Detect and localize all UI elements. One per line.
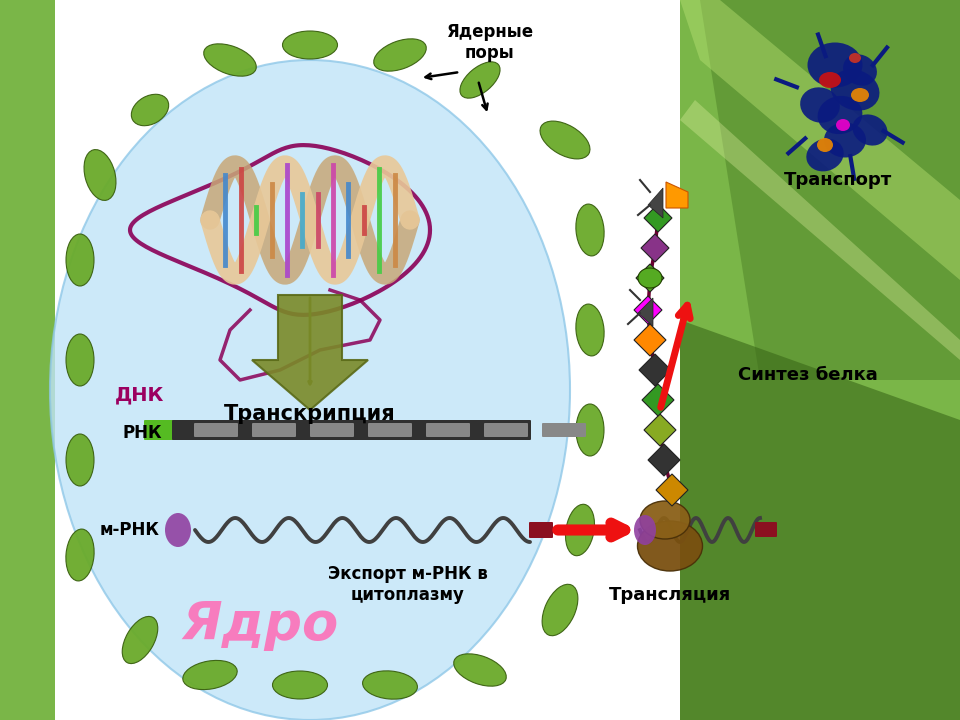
Ellipse shape bbox=[576, 204, 604, 256]
FancyBboxPatch shape bbox=[252, 423, 296, 437]
Ellipse shape bbox=[851, 88, 869, 102]
Ellipse shape bbox=[84, 150, 116, 200]
Polygon shape bbox=[644, 414, 676, 446]
Ellipse shape bbox=[806, 139, 844, 171]
Ellipse shape bbox=[454, 654, 506, 686]
Ellipse shape bbox=[204, 44, 256, 76]
Ellipse shape bbox=[807, 42, 862, 88]
Ellipse shape bbox=[638, 268, 662, 288]
Ellipse shape bbox=[819, 72, 841, 88]
Ellipse shape bbox=[460, 62, 500, 98]
FancyBboxPatch shape bbox=[368, 423, 412, 437]
FancyBboxPatch shape bbox=[484, 423, 528, 437]
Ellipse shape bbox=[542, 585, 578, 636]
Ellipse shape bbox=[66, 334, 94, 386]
Ellipse shape bbox=[818, 96, 862, 134]
FancyBboxPatch shape bbox=[529, 522, 553, 538]
Ellipse shape bbox=[637, 521, 703, 571]
Ellipse shape bbox=[843, 54, 876, 86]
Polygon shape bbox=[680, 100, 960, 360]
Polygon shape bbox=[648, 188, 663, 218]
Polygon shape bbox=[666, 182, 688, 208]
FancyBboxPatch shape bbox=[755, 522, 777, 537]
Polygon shape bbox=[634, 324, 666, 356]
Polygon shape bbox=[638, 298, 653, 326]
Text: Экспорт м-РНК в
цитоплазму: Экспорт м-РНК в цитоплазму bbox=[328, 565, 488, 604]
Polygon shape bbox=[639, 354, 671, 386]
Ellipse shape bbox=[640, 501, 690, 539]
Polygon shape bbox=[252, 295, 368, 410]
Ellipse shape bbox=[363, 671, 418, 699]
Ellipse shape bbox=[830, 69, 879, 111]
Text: РНК: РНК bbox=[122, 424, 161, 442]
Polygon shape bbox=[642, 384, 674, 416]
Polygon shape bbox=[680, 0, 960, 720]
Text: Ядро: Ядро bbox=[181, 599, 339, 651]
Ellipse shape bbox=[165, 513, 191, 547]
Polygon shape bbox=[648, 444, 680, 476]
Ellipse shape bbox=[66, 234, 94, 286]
Polygon shape bbox=[636, 264, 664, 292]
Text: м-РНК: м-РНК bbox=[100, 521, 160, 539]
Ellipse shape bbox=[824, 122, 866, 158]
Ellipse shape bbox=[132, 94, 169, 126]
Polygon shape bbox=[641, 234, 669, 262]
Ellipse shape bbox=[182, 660, 237, 690]
Ellipse shape bbox=[66, 529, 94, 581]
FancyBboxPatch shape bbox=[144, 420, 178, 440]
Ellipse shape bbox=[849, 53, 861, 63]
Ellipse shape bbox=[852, 114, 887, 145]
Ellipse shape bbox=[122, 616, 157, 664]
Ellipse shape bbox=[50, 60, 570, 720]
Ellipse shape bbox=[565, 504, 594, 556]
Ellipse shape bbox=[540, 121, 590, 159]
Ellipse shape bbox=[66, 434, 94, 486]
FancyBboxPatch shape bbox=[194, 423, 238, 437]
Polygon shape bbox=[700, 0, 960, 380]
Ellipse shape bbox=[836, 119, 850, 131]
Text: Синтез белка: Синтез белка bbox=[738, 366, 877, 384]
Text: ДНК: ДНК bbox=[115, 385, 164, 404]
FancyBboxPatch shape bbox=[426, 423, 470, 437]
FancyBboxPatch shape bbox=[310, 423, 354, 437]
Ellipse shape bbox=[273, 671, 327, 699]
Text: Транскрипция: Транскрипция bbox=[224, 404, 396, 424]
Ellipse shape bbox=[373, 39, 426, 71]
Ellipse shape bbox=[634, 515, 656, 545]
Ellipse shape bbox=[282, 31, 338, 59]
Polygon shape bbox=[680, 0, 960, 280]
Polygon shape bbox=[680, 320, 960, 720]
Ellipse shape bbox=[576, 404, 604, 456]
Ellipse shape bbox=[817, 138, 833, 152]
FancyBboxPatch shape bbox=[542, 423, 586, 437]
Polygon shape bbox=[656, 474, 688, 506]
Polygon shape bbox=[634, 296, 662, 324]
Text: Ядерные
поры: Ядерные поры bbox=[446, 23, 534, 62]
Text: Транспорт: Транспорт bbox=[784, 171, 892, 189]
FancyBboxPatch shape bbox=[172, 420, 531, 440]
Ellipse shape bbox=[800, 87, 840, 122]
Polygon shape bbox=[0, 0, 55, 720]
Ellipse shape bbox=[576, 304, 604, 356]
Text: Трансляция: Трансляция bbox=[609, 586, 732, 604]
Polygon shape bbox=[644, 204, 672, 232]
